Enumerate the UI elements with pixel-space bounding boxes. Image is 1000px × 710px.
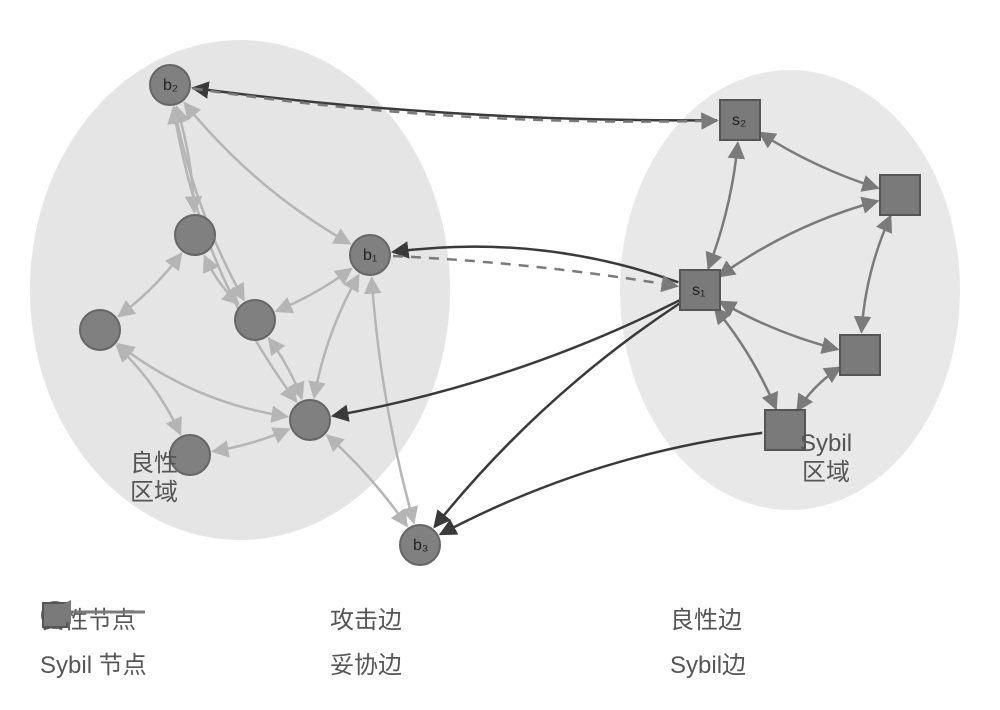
node-label-b3: b₃ [413, 537, 428, 554]
node-label-s1: s₁ [692, 282, 705, 299]
node-sq2 [840, 335, 880, 375]
legend-attack-edge-label: 攻击边 [330, 600, 402, 635]
node-sq1 [880, 175, 920, 215]
node-c3 [235, 300, 275, 340]
legend-sybil-edge-label: Sybil边 [670, 645, 746, 680]
node-c2 [80, 310, 120, 350]
node-sq3 [765, 410, 805, 450]
legend-sybil-node-label: Sybil 节点 [40, 645, 147, 680]
legend-benign-edge-label: 良性边 [670, 600, 742, 635]
sybil-region-label: Sybil区域 [800, 430, 852, 488]
benign-region-label: 良性区域 [130, 450, 178, 508]
node-label-b2: b₂ [163, 77, 178, 94]
diagram-canvas: b₂b₁b₃s₂s₁ 良性区域 Sybil区域 良性节点 攻击边 [0, 0, 1000, 710]
legend-sybil-edge-icon [40, 600, 150, 624]
node-label-s2: s₂ [732, 112, 746, 129]
node-c1 [175, 215, 215, 255]
node-c4 [290, 400, 330, 440]
node-label-b1: b₁ [363, 247, 377, 264]
legend-compromise-edge-label: 妥协边 [330, 645, 402, 680]
legend: 良性节点 攻击边 良性边 Sybil 节点 [40, 600, 960, 690]
benign-region [30, 40, 450, 540]
